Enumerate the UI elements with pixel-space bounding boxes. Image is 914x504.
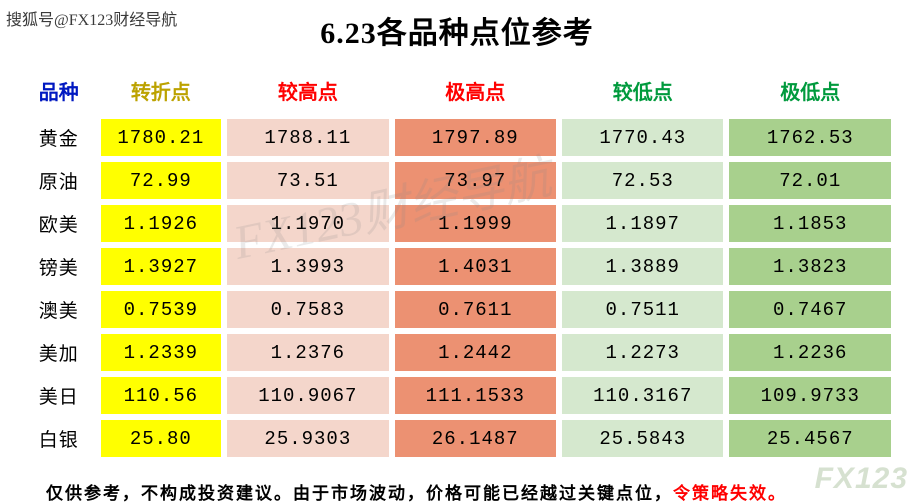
- cell-product: 黄金: [23, 119, 95, 156]
- table-row: 澳美0.75390.75830.76110.75110.7467: [23, 291, 891, 328]
- cell-lower: 0.7511: [562, 291, 723, 328]
- cell-lowest: 1.3823: [729, 248, 891, 285]
- cell-higher: 1.3993: [227, 248, 388, 285]
- cell-lower: 110.3167: [562, 377, 723, 414]
- cell-product: 欧美: [23, 205, 95, 242]
- cell-higher: 1788.11: [227, 119, 388, 156]
- table-row: 美日110.56110.9067111.1533110.3167109.9733: [23, 377, 891, 414]
- price-table: 品种转折点较高点极高点较低点极低点 黄金1780.211788.111797.8…: [17, 66, 897, 463]
- col-header-higher: 较高点: [227, 72, 388, 113]
- table-body: 黄金1780.211788.111797.891770.431762.53原油7…: [23, 119, 891, 457]
- cell-lowest: 0.7467: [729, 291, 891, 328]
- table-row: 白银25.8025.930326.148725.584325.4567: [23, 420, 891, 457]
- cell-higher: 0.7583: [227, 291, 388, 328]
- col-header-turning: 转折点: [101, 72, 222, 113]
- cell-product: 澳美: [23, 291, 95, 328]
- table-row: 欧美1.19261.19701.19991.18971.1853: [23, 205, 891, 242]
- cell-lowest: 25.4567: [729, 420, 891, 457]
- disclaimer-text: 仅供参考，不构成投资建议。由于市场波动，价格可能已经越过关键点位，: [46, 484, 673, 503]
- col-header-lowest: 极低点: [729, 72, 891, 113]
- table-row: 原油72.9973.5173.9772.5372.01: [23, 162, 891, 199]
- cell-lowest: 1.1853: [729, 205, 891, 242]
- cell-lower: 1.1897: [562, 205, 723, 242]
- cell-highest: 0.7611: [395, 291, 556, 328]
- cell-product: 美加: [23, 334, 95, 371]
- cell-higher: 110.9067: [227, 377, 388, 414]
- cell-lower: 72.53: [562, 162, 723, 199]
- cell-highest: 1.1999: [395, 205, 556, 242]
- cell-higher: 1.2376: [227, 334, 388, 371]
- cell-highest: 111.1533: [395, 377, 556, 414]
- cell-lower: 25.5843: [562, 420, 723, 457]
- table-row: 美加1.23391.23761.24421.22731.2236: [23, 334, 891, 371]
- cell-turning: 1.1926: [101, 205, 222, 242]
- cell-turning: 1.2339: [101, 334, 222, 371]
- cell-lower: 1770.43: [562, 119, 723, 156]
- cell-turning: 72.99: [101, 162, 222, 199]
- cell-higher: 1.1970: [227, 205, 388, 242]
- table-row: 黄金1780.211788.111797.891770.431762.53: [23, 119, 891, 156]
- source-tag: 搜狐号@FX123财经导航: [6, 6, 177, 30]
- cell-highest: 26.1487: [395, 420, 556, 457]
- cell-lower: 1.3889: [562, 248, 723, 285]
- cell-lowest: 72.01: [729, 162, 891, 199]
- corner-watermark: FX123: [815, 462, 908, 496]
- cell-product: 镑美: [23, 248, 95, 285]
- col-header-highest: 极高点: [395, 72, 556, 113]
- cell-highest: 73.97: [395, 162, 556, 199]
- cell-product: 原油: [23, 162, 95, 199]
- cell-turning: 1.3927: [101, 248, 222, 285]
- cell-product: 白银: [23, 420, 95, 457]
- cell-product: 美日: [23, 377, 95, 414]
- cell-higher: 73.51: [227, 162, 388, 199]
- disclaimer-red: 令策略失效。: [673, 484, 787, 503]
- cell-highest: 1797.89: [395, 119, 556, 156]
- cell-highest: 1.2442: [395, 334, 556, 371]
- cell-lowest: 109.9733: [729, 377, 891, 414]
- cell-turning: 1780.21: [101, 119, 222, 156]
- table-head: 品种转折点较高点极高点较低点极低点: [23, 72, 891, 113]
- cell-higher: 25.9303: [227, 420, 388, 457]
- col-header-lower: 较低点: [562, 72, 723, 113]
- cell-turning: 0.7539: [101, 291, 222, 328]
- col-header-product: 品种: [23, 72, 95, 113]
- cell-turning: 25.80: [101, 420, 222, 457]
- cell-lower: 1.2273: [562, 334, 723, 371]
- cell-lowest: 1762.53: [729, 119, 891, 156]
- disclaimer: 仅供参考，不构成投资建议。由于市场波动，价格可能已经越过关键点位，令策略失效。: [0, 463, 914, 504]
- table-row: 镑美1.39271.39931.40311.38891.3823: [23, 248, 891, 285]
- cell-highest: 1.4031: [395, 248, 556, 285]
- cell-turning: 110.56: [101, 377, 222, 414]
- cell-lowest: 1.2236: [729, 334, 891, 371]
